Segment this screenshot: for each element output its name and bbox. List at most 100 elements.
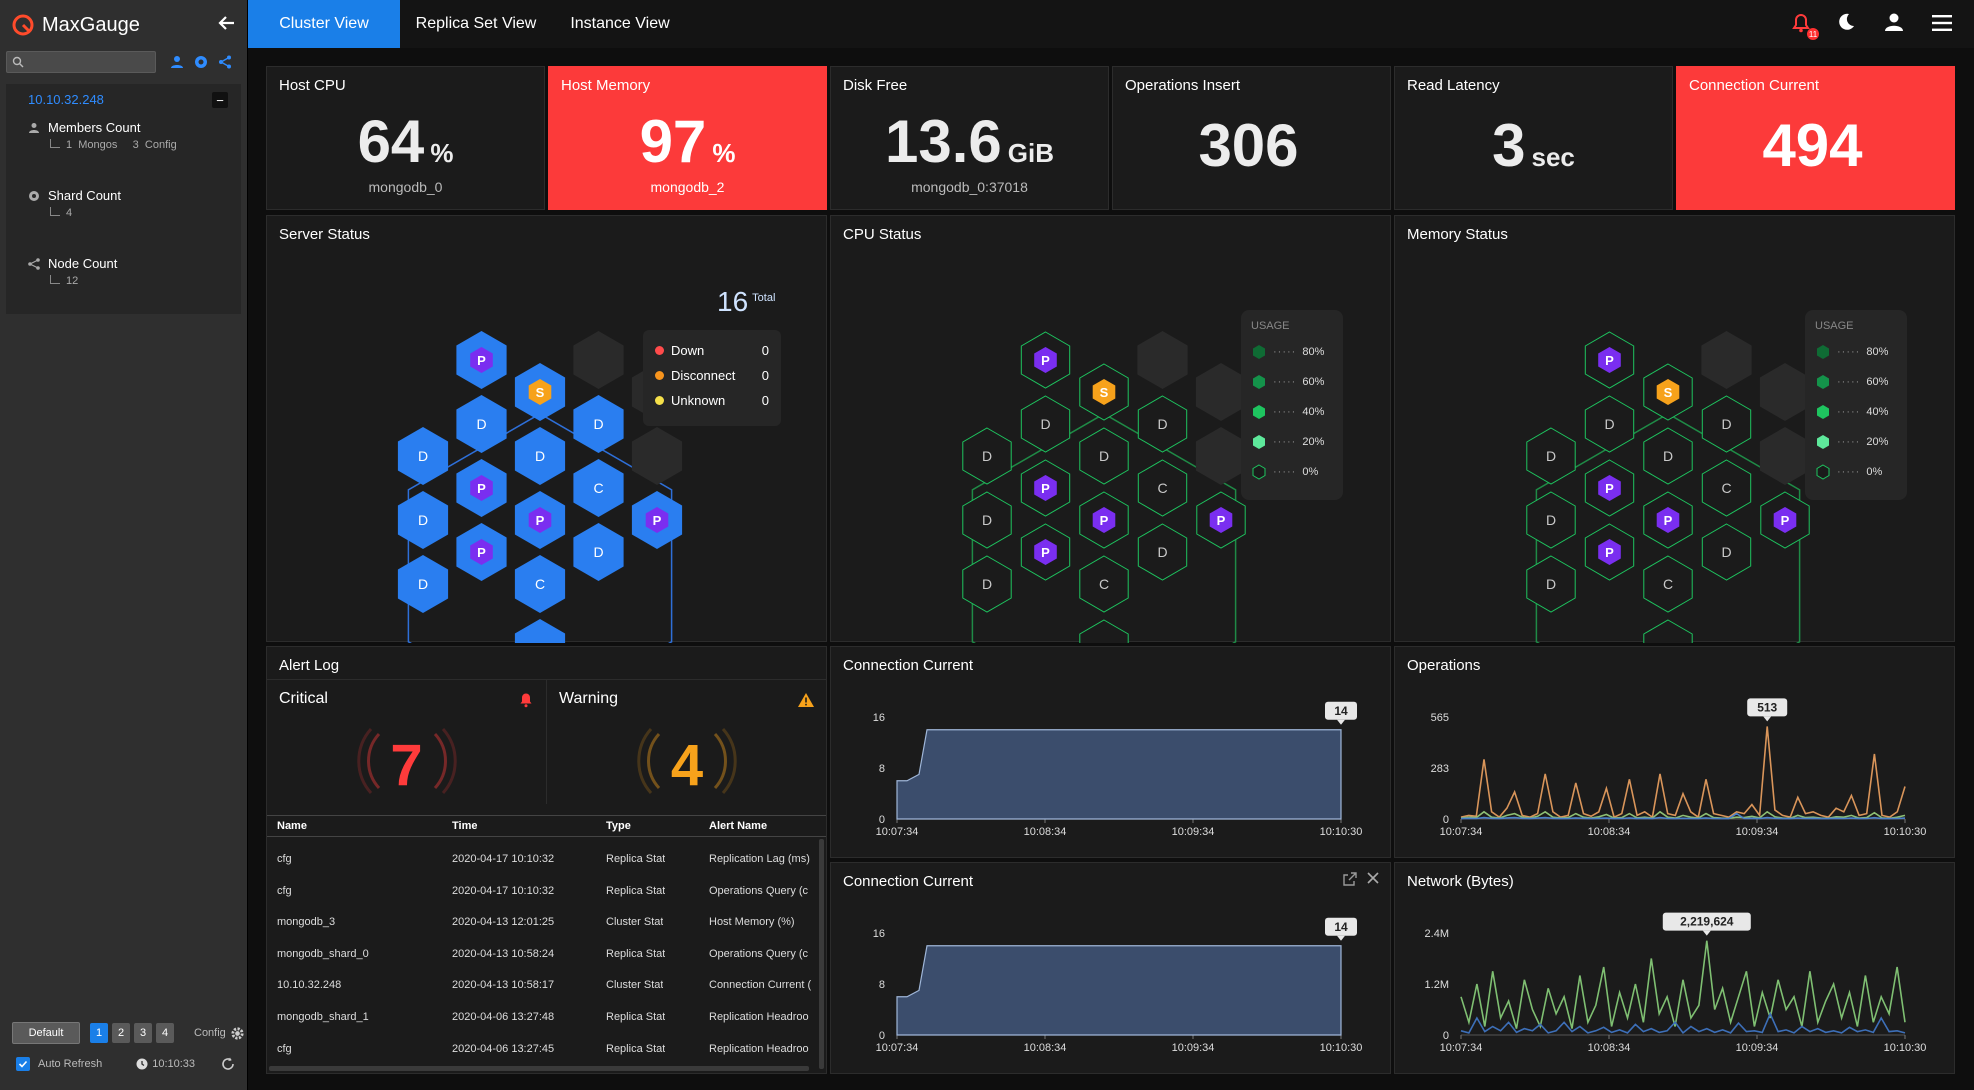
table-row[interactable]: mongodb_shard_1 2020-04-06 13:27:48 Replic… [267, 1001, 826, 1033]
alert-table-hscrollbar[interactable] [269, 1066, 809, 1071]
node-hex-p[interactable]: P [1020, 331, 1071, 389]
gear-icon[interactable] [230, 1026, 245, 1041]
node-hex-p[interactable]: P [456, 459, 507, 517]
node-hex-d[interactable]: D [1643, 427, 1693, 485]
node-hex-p[interactable]: P [631, 491, 683, 549]
connection-current-chart-2[interactable]: 16 8 010:07:34 10:08:34 10:09:34 10:10:30 14 [831, 863, 1392, 1075]
column-header[interactable]: Time [452, 820, 478, 832]
connection-current-chart[interactable]: 16 8 010:07:34 10:08:34 10:09:34 10:10:30 14 [831, 647, 1392, 859]
dark-mode-icon[interactable] [1836, 12, 1856, 32]
layout-page-1[interactable]: 1 [90, 1023, 108, 1043]
table-row[interactable]: cfg 2020-04-17 10:10:32 Replica Stat Operat… [267, 875, 826, 907]
popout-icon[interactable] [1342, 871, 1358, 887]
node-filter-icon[interactable] [218, 55, 232, 69]
node-hex-p[interactable]: P [514, 491, 566, 549]
tab-cluster-view[interactable]: Cluster View [248, 0, 400, 48]
node-hex-d[interactable]: D [1079, 427, 1129, 485]
node-hex-d[interactable]: D [962, 491, 1012, 549]
node-hex-d[interactable]: D [962, 555, 1012, 613]
collapse-host-button[interactable]: − [212, 92, 228, 108]
node-hex-d[interactable]: D [1137, 395, 1188, 453]
node-hex-d[interactable]: D [397, 555, 449, 613]
node-hex-s[interactable]: S [514, 363, 566, 421]
node-hex-d[interactable]: D [1526, 427, 1576, 485]
kpi-read-latency[interactable]: Read Latency 3 sec [1394, 66, 1673, 210]
node-hex-d[interactable]: D [962, 427, 1012, 485]
node-hex-d[interactable]: D [397, 491, 449, 549]
column-header[interactable]: Type [606, 820, 631, 832]
node-hex-d[interactable]: D [1526, 491, 1576, 549]
node-hex-p[interactable]: P [1584, 523, 1635, 581]
node-hex-p[interactable]: P [1584, 459, 1635, 517]
refresh-icon[interactable] [220, 1056, 236, 1072]
layout-page-2[interactable]: 2 [112, 1023, 130, 1043]
default-layout-button[interactable]: Default [12, 1022, 80, 1044]
node-hex-p[interactable]: P [1196, 491, 1246, 549]
member-filter-icon[interactable] [170, 55, 184, 69]
layout-page-4[interactable]: 4 [156, 1023, 174, 1043]
node-hex-d[interactable]: D [1526, 555, 1576, 613]
table-row[interactable]: mongodb_shard_0 2020-04-13 10:58:24 Replic… [267, 938, 826, 970]
node-hex-c[interactable]: C [573, 459, 624, 517]
column-header[interactable]: Name [277, 820, 307, 832]
warning-alerts[interactable]: Warning 4 [547, 679, 827, 804]
node-hex-p[interactable]: P [1584, 331, 1635, 389]
bell-icon[interactable] [1790, 12, 1812, 34]
config-label[interactable]: Config [194, 1027, 226, 1039]
node-hex-p[interactable]: P [1643, 491, 1693, 549]
node-hex-d[interactable]: D [514, 427, 566, 485]
node-hex-d[interactable]: D [1701, 523, 1752, 581]
close-icon[interactable] [1366, 871, 1380, 885]
critical-alerts[interactable]: Critical 7 [267, 679, 547, 804]
table-row[interactable]: mongodb_3 2020-04-13 12:01:25 Cluster Stat… [267, 906, 826, 938]
kpi-host-memory[interactable]: Host Memory 97% mongodb_2 [548, 66, 827, 210]
node-hex-c[interactable]: C [1137, 459, 1188, 517]
node-hex-c[interactable]: C [514, 555, 566, 613]
tab-replica-set-view[interactable]: Replica Set View [415, 15, 537, 32]
svg-text:P: P [1100, 513, 1109, 528]
user-icon[interactable] [1884, 12, 1904, 32]
table-cell: Replica Stat [606, 884, 666, 897]
node-hex-p[interactable]: P [456, 331, 507, 389]
node-hex-d[interactable]: D [1020, 395, 1071, 453]
node-hex-d[interactable]: D [1137, 523, 1188, 581]
node-hex-p[interactable]: P [456, 523, 507, 581]
node-hex-s[interactable]: S [1079, 363, 1129, 421]
node-hex-c[interactable]: C [1079, 555, 1129, 613]
auto-refresh-checkbox[interactable] [16, 1057, 30, 1071]
menu-icon[interactable] [1932, 14, 1952, 32]
node-hex-p[interactable]: P [1760, 491, 1810, 549]
node-hex-s[interactable]: S [1643, 363, 1693, 421]
kpi-disk-free[interactable]: Disk Free 13.6 GiB mongodb_0:37018 [830, 66, 1109, 210]
node-hex-p[interactable]: P [1079, 491, 1129, 549]
node-hex-p[interactable]: P [1020, 523, 1071, 581]
kpi-operations-insert[interactable]: Operations Insert 306 [1112, 66, 1391, 210]
host-ip[interactable]: 10.10.32.248 [28, 92, 104, 107]
kpi-connection-current[interactable]: Connection Current 494 [1676, 66, 1955, 210]
layout-page-3[interactable]: 3 [134, 1023, 152, 1043]
node-hex-d[interactable]: D [1584, 395, 1635, 453]
kpi-host-cpu[interactable]: Host CPU 64% mongodb_0 [266, 66, 545, 210]
table-row[interactable]: cfg 2020-04-06 13:27:45 Replica Stat Replic… [267, 1033, 826, 1065]
network-chart[interactable]: 2.4M 1.2M 010:07:34 10:08:34 10:09:34 10:10:3… [1395, 863, 1956, 1075]
node-hex-c[interactable]: C [1701, 459, 1752, 517]
alert-table-scrollbar[interactable] [819, 839, 824, 1069]
node-hex-d[interactable]: D [1701, 395, 1752, 453]
table-row[interactable]: 10.10.32.248 2020-04-13 10:58:17 Cluster S… [267, 969, 826, 1001]
shard-filter-icon[interactable] [194, 55, 208, 69]
node-hex-d[interactable]: D [514, 619, 566, 643]
node-hex-p[interactable]: P [1020, 459, 1071, 517]
tab-instance-view[interactable]: Instance View [570, 15, 670, 32]
column-header[interactable]: Alert Name [709, 820, 768, 832]
node-hex-d[interactable]: D [397, 427, 449, 485]
collapse-sidebar-icon[interactable] [216, 12, 238, 34]
node-hex-d[interactable]: D [1079, 619, 1129, 643]
operations-chart[interactable]: 565 283 010:07:34 10:08:34 10:09:34 10:10:30 5… [1395, 647, 1956, 859]
node-hex-d[interactable]: D [573, 395, 624, 453]
node-hex-c[interactable]: C [1643, 555, 1693, 613]
node-hex-d[interactable]: D [456, 395, 507, 453]
table-row[interactable]: cfg 2020-04-17 10:10:32 Replica Stat Replic… [267, 843, 826, 875]
node-hex-d[interactable]: D [573, 523, 624, 581]
node-hex-d[interactable]: D [1643, 619, 1693, 643]
search-input[interactable] [7, 52, 155, 72]
